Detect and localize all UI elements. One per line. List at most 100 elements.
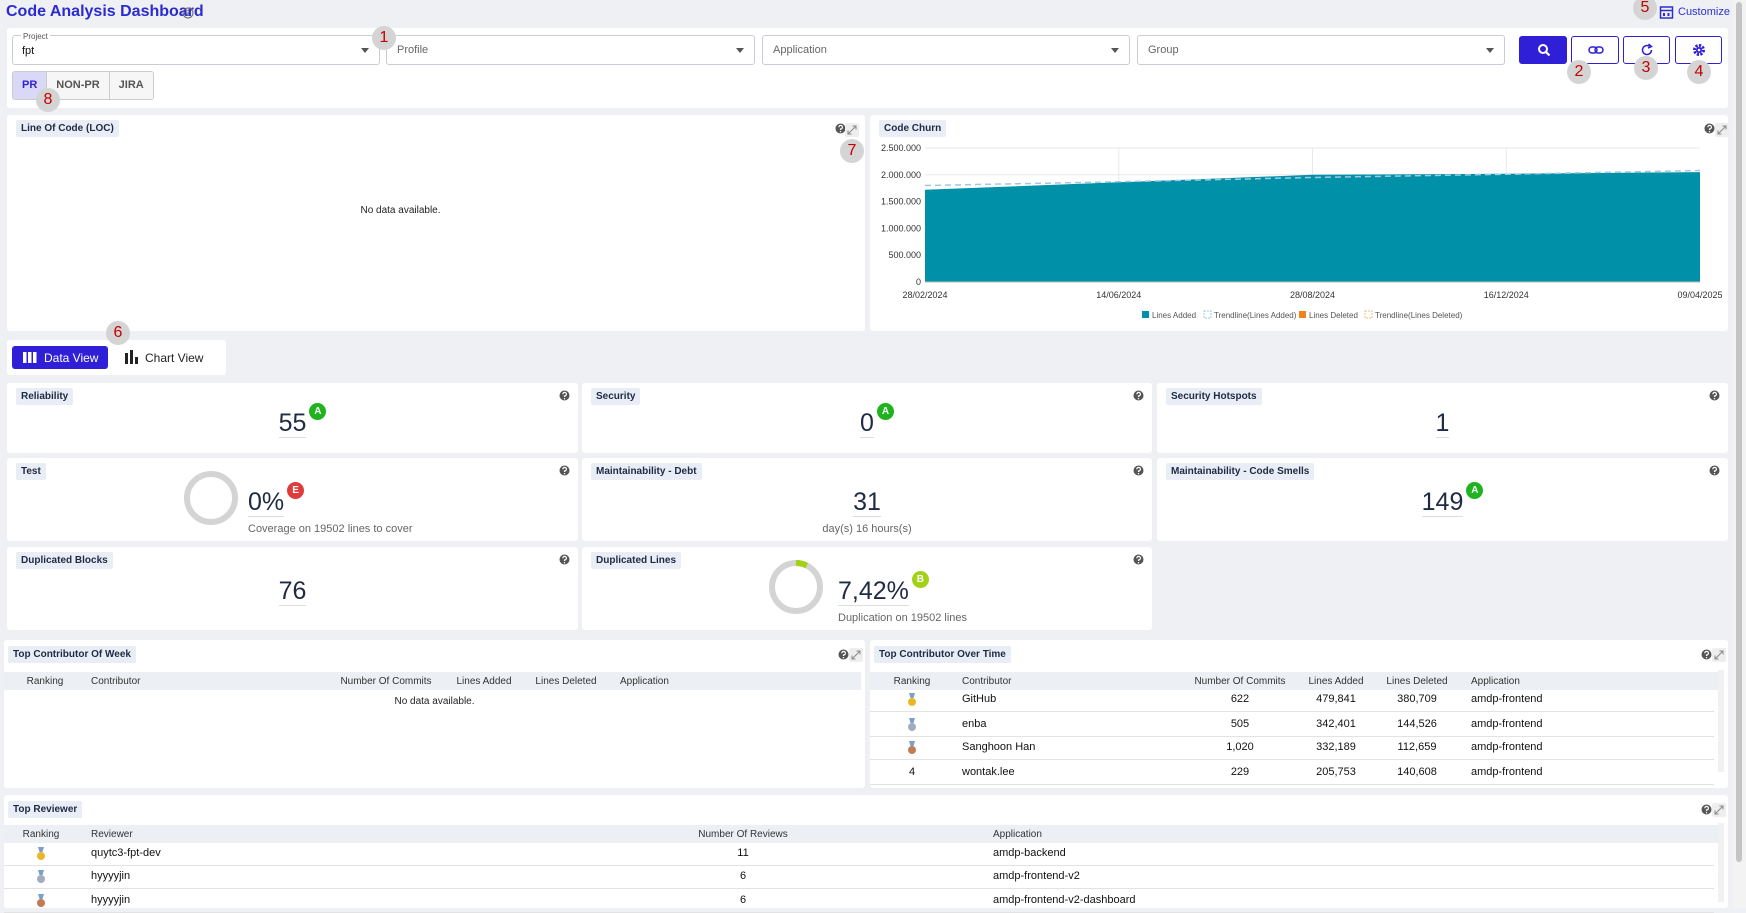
help-icon[interactable]: [1133, 465, 1144, 476]
panel-title: Duplicated Blocks: [16, 552, 113, 569]
metric-number: 31: [853, 488, 881, 517]
table-cell: 205,753: [1316, 766, 1356, 778]
help-icon[interactable]: [559, 390, 570, 401]
trendline: [924, 169, 1701, 187]
table-icon-col: [33, 352, 37, 363]
help-icon[interactable]: [1701, 804, 1712, 815]
table-header-row: [4, 672, 861, 690]
table-cell: 6: [739, 894, 747, 906]
expand-icon[interactable]: [1712, 803, 1726, 817]
customize-icon[interactable]: [1659, 5, 1674, 20]
legend-label: Lines Added: [1152, 311, 1196, 320]
settings-button[interactable]: [1675, 36, 1722, 64]
bar-icon-bar: [135, 357, 138, 364]
metric-value: 76: [7, 577, 578, 606]
area: [925, 172, 1700, 282]
table-header-cell: Contributor: [962, 676, 1012, 687]
help-mark: [838, 124, 843, 130]
annotation-marker: 5: [1633, 0, 1657, 20]
loc-panel: Line Of Code (LOC) No data available.: [7, 115, 865, 331]
help-mark: [1704, 650, 1709, 656]
donut: [184, 471, 238, 525]
help-mark: [841, 650, 846, 656]
scroll-thumb[interactable]: [1736, 2, 1742, 862]
bar-icon-bar: [130, 350, 133, 364]
view-label: Data View: [44, 351, 99, 365]
donut-arc: [769, 560, 823, 614]
expand-icon[interactable]: [1712, 648, 1726, 662]
refresh-button[interactable]: [1623, 36, 1670, 64]
help-mark: [562, 466, 567, 472]
annotation-marker: 3: [1634, 56, 1658, 80]
help-icon[interactable]: [1701, 649, 1712, 660]
help-dot: [1713, 473, 1716, 475]
metric-note: Duplication on 19502 lines: [838, 612, 968, 624]
page-scrollbar[interactable]: [1733, 0, 1746, 908]
help-icon[interactable]: [1709, 465, 1720, 476]
medal-disc: [37, 899, 45, 907]
metric-card: Maintainability - Debt 31 day(s) 16 hours(…: [582, 458, 1152, 541]
panel-title: Top Contributor Over Time: [874, 646, 1011, 663]
table-icon-col: [28, 352, 32, 363]
expand-icon[interactable]: [1715, 123, 1729, 137]
view-label: Chart View: [145, 351, 204, 365]
medal-ribbon: [909, 693, 915, 698]
legend-label: Lines Deleted: [1309, 311, 1358, 320]
annotation-marker: 7: [840, 139, 864, 163]
view-button[interactable]: Data View: [12, 346, 108, 369]
table-cell: wontak.lee: [962, 766, 1015, 778]
annotation-marker: 1: [372, 26, 396, 50]
application-select[interactable]: Application: [762, 35, 1130, 65]
help-icon[interactable]: [838, 649, 849, 660]
customize-link[interactable]: Customize: [1678, 6, 1730, 18]
table-header-cell: Reviewer: [91, 829, 133, 840]
table-cell: amdp-frontend: [1471, 766, 1543, 778]
group-placeholder: Group: [1148, 44, 1179, 56]
help-icon[interactable]: [1704, 123, 1715, 134]
help-mark: [1712, 466, 1717, 472]
search-button[interactable]: [1519, 36, 1567, 64]
table-icon: [23, 352, 37, 363]
legend-swatch: [1142, 311, 1149, 318]
help-icon[interactable]: [559, 465, 570, 476]
help-icon[interactable]: [1133, 390, 1144, 401]
help-icon[interactable]: [559, 554, 570, 565]
profile-select[interactable]: Profile: [386, 35, 755, 65]
group-select[interactable]: Group: [1137, 35, 1505, 65]
info-icon: [182, 7, 194, 19]
x-tick-label: 28/02/2024: [902, 290, 947, 300]
project-value: fpt: [22, 45, 35, 57]
metric-number: 76: [278, 577, 307, 606]
help-dot: [1137, 473, 1140, 475]
pr-tab[interactable]: JIRA: [108, 72, 153, 99]
expand-icon[interactable]: [845, 123, 859, 137]
help-icon[interactable]: [835, 123, 846, 134]
view-button[interactable]: Chart View: [119, 346, 219, 369]
help-dot: [1137, 562, 1140, 564]
top-reviewer-panel: Top Reviewer Ranking Reviewer Number Of Rev…: [4, 795, 1728, 913]
settings-icon: [1693, 44, 1705, 56]
help-dot: [563, 473, 566, 475]
table-cell: amdp-frontend: [1471, 741, 1543, 753]
project-select[interactable]: Project fpt: [12, 32, 380, 65]
panel-title: Maintainability - Code Smells: [1166, 463, 1315, 480]
help-dot: [1708, 131, 1711, 133]
expand-icon[interactable]: [849, 648, 863, 662]
row-separator: [4, 865, 1714, 866]
caret: [1486, 48, 1494, 53]
y-tick-label: 2.500.000: [881, 143, 921, 153]
metric-number: 149 A: [1421, 482, 1484, 517]
table-cell: Sanghoon Han: [962, 741, 1036, 753]
medal-ribbon: [909, 718, 915, 723]
table-cell: amdp-frontend: [1471, 718, 1543, 730]
medal-icon: [37, 870, 45, 883]
y-tick-label: 1.000.000: [881, 223, 921, 233]
link-button[interactable]: [1571, 36, 1619, 64]
table-cell: 332,189: [1316, 741, 1356, 753]
table-header-cell: Lines Added: [1308, 676, 1364, 687]
top-contributor-time-panel: Top Contributor Over Time Ranking Contribu…: [870, 640, 1728, 788]
help-icon[interactable]: [1133, 554, 1144, 565]
help-icon[interactable]: [1709, 390, 1720, 401]
table-cell: 622: [1230, 693, 1250, 705]
table-cell: 479,841: [1316, 693, 1356, 705]
